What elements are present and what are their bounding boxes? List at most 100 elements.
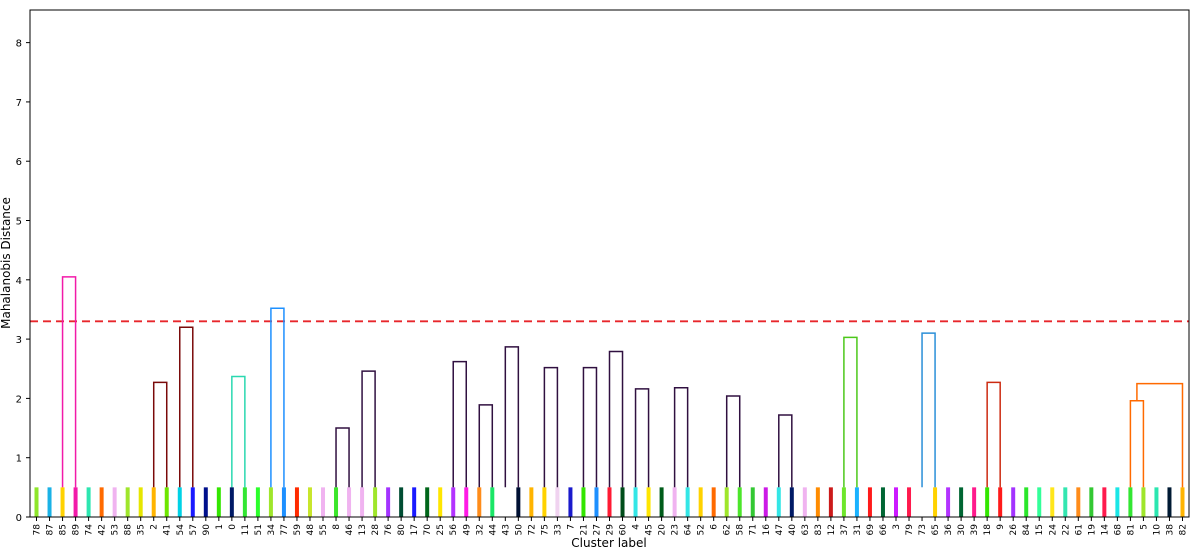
x-tick-label-58: 58 — [736, 524, 746, 536]
y-tick-label-8: 8 — [16, 39, 22, 50]
x-tick-label-16: 16 — [762, 524, 772, 536]
x-tick-label-13: 13 — [358, 524, 368, 535]
dendrogram-link-85 — [61, 276, 77, 488]
x-tick-label-60: 60 — [619, 524, 629, 536]
x-tick-label-75: 75 — [540, 524, 550, 535]
dendrogram-link-15 — [986, 381, 1001, 488]
y-tick-label-3: 3 — [16, 335, 22, 346]
dendrogram-link-0 — [1129, 400, 1145, 488]
x-tick-label-49: 49 — [462, 524, 472, 536]
x-tick-label-56: 56 — [449, 524, 459, 536]
x-tick-label-46: 46 — [345, 524, 355, 536]
x-tick-label-17: 17 — [410, 524, 420, 535]
x-tick-label-47: 47 — [775, 524, 785, 535]
x-tick-label-87: 87 — [46, 524, 56, 535]
x-tick-label-3: 3 — [892, 524, 902, 530]
x-tick-label-54: 54 — [176, 524, 186, 536]
x-tick-label-33: 33 — [553, 524, 563, 535]
x-tick-label-44: 44 — [488, 524, 498, 536]
x-tick-label-1: 1 — [215, 524, 225, 530]
dendrogram-links — [61, 276, 1184, 488]
x-tick-label-66: 66 — [879, 524, 889, 536]
x-tick-label-80: 80 — [397, 524, 407, 536]
x-tick-label-23: 23 — [671, 524, 681, 535]
x-tick-label-4: 4 — [632, 524, 642, 530]
x-tick-label-85: 85 — [59, 524, 69, 535]
x-tick-label-51: 51 — [254, 524, 264, 535]
x-tick-label-45: 45 — [645, 524, 655, 535]
x-tick-label-18: 18 — [983, 524, 993, 536]
x-tick-label-27: 27 — [592, 524, 602, 535]
dendrogram-link-2 — [1136, 382, 1184, 488]
dendrogram-link-25 — [843, 336, 858, 488]
x-tick-label-72: 72 — [527, 524, 537, 535]
x-tick-label-39: 39 — [970, 524, 980, 536]
y-tick-label-2: 2 — [16, 394, 22, 405]
x-tick-label-41: 41 — [163, 524, 173, 535]
x-tick-label-71: 71 — [749, 524, 759, 535]
x-tick-label-70: 70 — [423, 524, 433, 536]
x-tick-label-68: 68 — [1113, 524, 1123, 536]
x-tick-label-82: 82 — [1178, 524, 1188, 535]
y-tick-label-1: 1 — [16, 454, 22, 465]
x-tick-label-42: 42 — [98, 524, 108, 535]
x-tick-label-73: 73 — [918, 524, 928, 535]
x-tick-label-9: 9 — [996, 524, 1006, 530]
x-tick-label-35: 35 — [137, 524, 147, 535]
y-tick-label-6: 6 — [16, 157, 22, 168]
y-tick-label-5: 5 — [16, 217, 22, 228]
dendrogram-link-29 — [778, 414, 793, 488]
y-tick-label-4: 4 — [16, 276, 22, 287]
x-tick-label-21: 21 — [579, 524, 589, 535]
x-tick-label-14: 14 — [1100, 524, 1110, 536]
x-tick-label-10: 10 — [1152, 524, 1162, 536]
dendrogram-link-43 — [608, 350, 624, 488]
x-tick-label-7: 7 — [566, 524, 576, 530]
dendrogram-link-71 — [231, 375, 246, 488]
x-tick-label-81: 81 — [1126, 524, 1136, 535]
x-tick-label-38: 38 — [1165, 524, 1175, 536]
x-tick-label-90: 90 — [202, 524, 212, 536]
x-tick-label-77: 77 — [280, 524, 290, 535]
dendrogram-link-60 — [361, 370, 376, 488]
x-tick-label-65: 65 — [931, 524, 941, 535]
x-tick-label-6: 6 — [710, 524, 720, 530]
x-tick-label-52: 52 — [697, 524, 707, 535]
x-tick-label-78: 78 — [33, 524, 43, 536]
dendrogram-link-20 — [921, 332, 936, 488]
x-tick-label-36: 36 — [944, 524, 954, 536]
x-tick-label-12: 12 — [827, 524, 837, 535]
x-tick-label-2: 2 — [150, 524, 160, 530]
x-tick-label-30: 30 — [957, 524, 967, 536]
x-tick-label-22: 22 — [1061, 524, 1071, 535]
x-tick-label-89: 89 — [72, 524, 82, 536]
x-tick-label-28: 28 — [371, 524, 381, 536]
y-tick-label-7: 7 — [16, 98, 22, 109]
dendrogram-link-36 — [673, 386, 689, 488]
x-tick-label-25: 25 — [436, 524, 446, 535]
x-tick-label-76: 76 — [384, 524, 394, 536]
x-tick-label-40: 40 — [788, 524, 798, 536]
leaf-color-stubs — [34, 487, 1185, 517]
dendrogram-link-49 — [504, 346, 520, 488]
x-tick-label-63: 63 — [801, 524, 811, 535]
y-tick-label-0: 0 — [16, 513, 22, 524]
dendrogram-link-67 — [270, 307, 285, 488]
x-tick-label-43: 43 — [501, 524, 511, 535]
x-tick-label-57: 57 — [189, 524, 199, 535]
x-tick-label-53: 53 — [111, 524, 121, 535]
x-tick-label-88: 88 — [124, 524, 134, 536]
x-tick-label-32: 32 — [475, 524, 485, 535]
dendrogram-link-41 — [582, 366, 598, 488]
dendrogram-link-45 — [543, 366, 559, 488]
x-axis-label: Cluster label — [571, 536, 646, 550]
x-tick-label-19: 19 — [1087, 524, 1097, 536]
x-tick-label-84: 84 — [1022, 524, 1032, 536]
x-tick-label-20: 20 — [658, 524, 668, 536]
x-tick-label-34: 34 — [267, 524, 277, 536]
x-tick-label-59: 59 — [293, 524, 303, 536]
x-tick-label-83: 83 — [814, 524, 824, 535]
dendrogram-link-51 — [452, 360, 468, 488]
x-tick-label-8: 8 — [332, 524, 342, 530]
